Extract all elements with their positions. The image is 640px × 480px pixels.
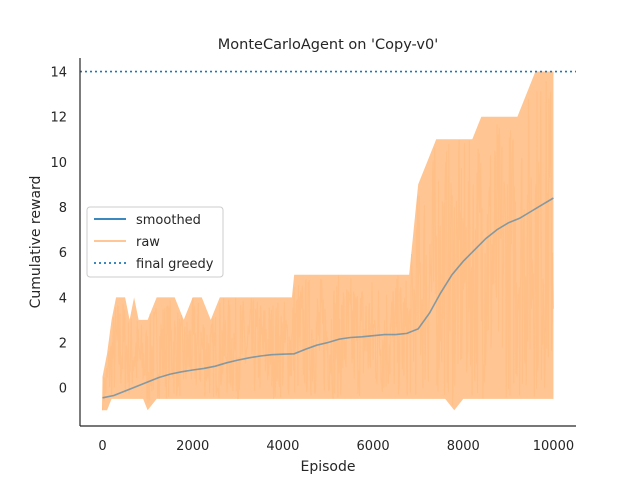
y-tick-label: 2 [59, 336, 67, 351]
legend-frame [86, 206, 224, 278]
plot-area [80, 70, 576, 411]
x-axis-label: Episode [301, 459, 356, 475]
x-tick-label: 2000 [176, 439, 209, 454]
legend-label-smoothed: smoothed [136, 213, 201, 228]
legend-label-raw: raw [136, 235, 160, 250]
legend-label-final-greedy: final greedy [136, 257, 214, 272]
y-tick-label: 6 [59, 246, 67, 261]
y-tick-label: 0 [59, 382, 67, 397]
raw-series-line [102, 81, 554, 411]
x-tick-labels: 0 2000 4000 6000 8000 10000 [98, 439, 574, 454]
chart-title: MonteCarloAgent on 'Copy-v0' [218, 37, 438, 53]
y-tick-label: 10 [50, 156, 67, 171]
y-axis-label: Cumulative reward [28, 176, 44, 309]
y-tick-label: 4 [59, 291, 67, 306]
y-tick-label: 12 [50, 111, 67, 126]
x-tick-label: 6000 [357, 439, 390, 454]
legend: smoothed raw final greedy [86, 206, 224, 278]
x-tick-label: 8000 [447, 439, 480, 454]
x-tick-label: 0 [98, 439, 106, 454]
y-tick-label: 14 [50, 66, 67, 81]
smoothed-series-line [102, 197, 554, 399]
y-tick-labels: 0 2 4 6 8 10 12 14 [50, 66, 67, 397]
y-tick-label: 8 [59, 201, 67, 216]
x-tick-label: 10000 [533, 439, 574, 454]
x-tick-label: 4000 [266, 439, 299, 454]
